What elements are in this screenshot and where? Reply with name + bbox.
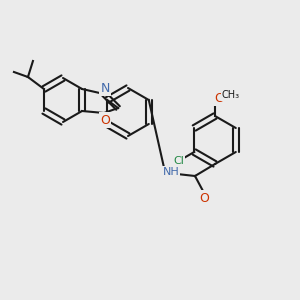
Text: Cl: Cl — [173, 156, 184, 166]
Text: O: O — [214, 92, 224, 104]
Text: O: O — [100, 113, 110, 127]
Text: O: O — [199, 191, 209, 205]
Text: N: N — [100, 82, 110, 94]
Text: CH₃: CH₃ — [222, 90, 240, 100]
Text: NH: NH — [163, 167, 179, 177]
